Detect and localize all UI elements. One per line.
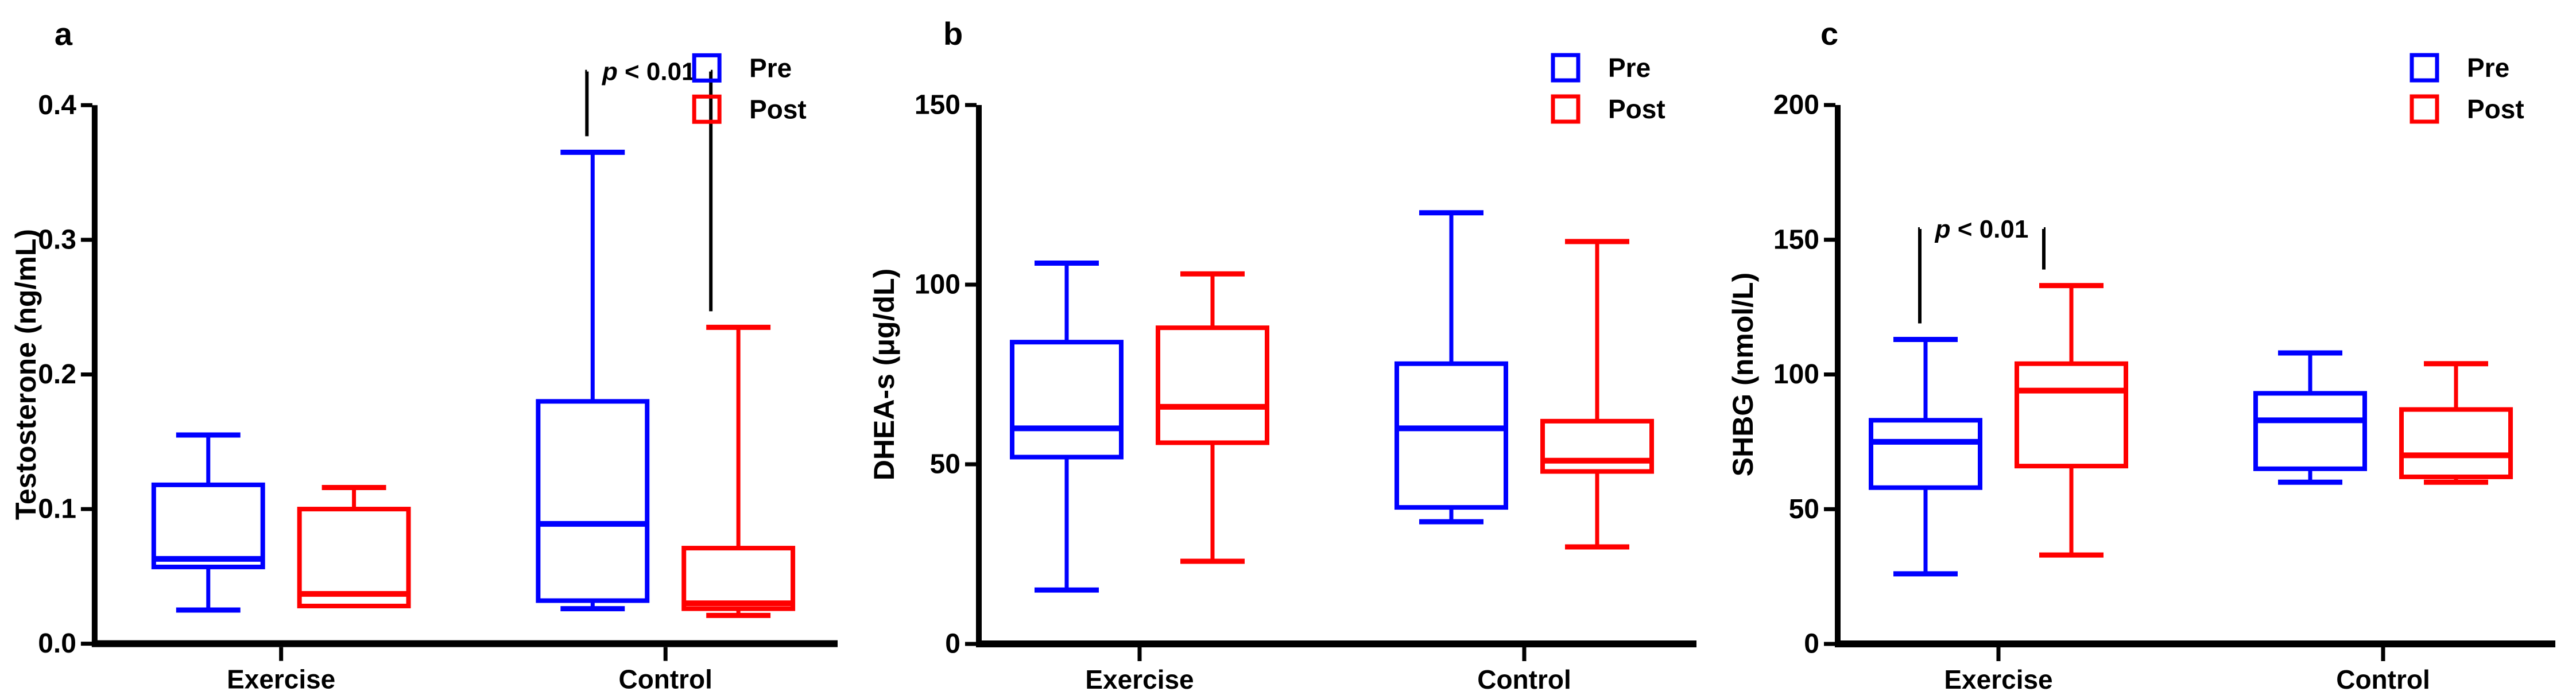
panel-b: 0 50 100 150 DHEA-s (μg/dL) b Exercise Control P… xyxy=(858,0,1717,699)
box-pre-exercise xyxy=(151,432,265,613)
legend-swatch-post xyxy=(1551,94,1581,124)
y-tick-label: 0.1 xyxy=(38,494,76,525)
iqr-box xyxy=(2015,361,2128,469)
category-label-control: Control xyxy=(1477,665,1571,694)
legend-swatch-post xyxy=(692,94,722,124)
category-label-control: Control xyxy=(619,665,712,694)
legend-item-pre: Pre xyxy=(692,53,792,83)
iqr-box xyxy=(681,546,796,611)
legend-label-post: Post xyxy=(2467,94,2524,124)
legend-item-post: Post xyxy=(1551,94,1665,124)
y-tick-label: 50 xyxy=(930,449,960,480)
legend-label-post: Post xyxy=(749,94,807,124)
box-post-control xyxy=(1540,239,1654,550)
box-pre-exercise xyxy=(1010,260,1124,593)
category-label-exercise: Exercise xyxy=(1085,665,1194,694)
legend-swatch-post xyxy=(2410,94,2439,124)
iqr-box xyxy=(1156,325,1269,445)
y-axis-title: DHEA-s (μg/dL) xyxy=(868,269,900,480)
category-label-exercise: Exercise xyxy=(1944,665,2052,694)
box-pre-control xyxy=(1394,210,1508,525)
box-post-exercise xyxy=(1156,271,1269,564)
iqr-box xyxy=(1010,340,1124,460)
y-tick-label: 100 xyxy=(915,270,960,300)
legend-swatch-pre xyxy=(1551,53,1581,83)
legend-label-pre: Pre xyxy=(749,53,792,83)
y-axis-title: SHBG (nmol/L) xyxy=(1727,273,1759,477)
legend-item-post: Post xyxy=(692,94,807,124)
significance-bracket: p < 0.01 xyxy=(1918,215,2046,324)
y-tick-label: 0 xyxy=(1804,629,1819,659)
iqr-box xyxy=(536,399,650,603)
legend-label-pre: Pre xyxy=(1608,53,1651,83)
category-label-exercise: Exercise xyxy=(227,665,335,694)
significance-bracket: p < 0.01 xyxy=(585,57,713,312)
box-post-control xyxy=(681,324,796,618)
y-tick-label: 100 xyxy=(1773,359,1819,390)
y-tick-label: 150 xyxy=(1773,224,1819,255)
y-tick-label: 0.0 xyxy=(38,628,76,659)
panel-letter: c xyxy=(1820,15,1838,52)
box-pre-control xyxy=(536,149,650,612)
legend-item-pre: Pre xyxy=(2410,53,2509,83)
y-tick-label: 0 xyxy=(945,629,960,659)
panel-c-chart: 0 50 100 150 200 SHBG (nmol/L) c Exercise Contro… xyxy=(1727,15,2555,694)
box-post-exercise xyxy=(297,485,411,608)
p-value-label: p < 0.01 xyxy=(1935,215,2029,243)
y-axis-title: Testosterone (ng/mL) xyxy=(10,229,42,520)
y-tick-label: 0.2 xyxy=(38,359,76,390)
box-pre-control xyxy=(2253,350,2367,485)
y-tick-label: 0.3 xyxy=(38,224,76,255)
y-tick-label: 50 xyxy=(1789,494,1819,525)
iqr-box xyxy=(297,507,411,608)
legend-swatch-pre xyxy=(692,53,722,83)
legend-item-post: Post xyxy=(2410,94,2524,124)
legend-swatch-pre xyxy=(2410,53,2439,83)
iqr-box xyxy=(1394,361,1508,510)
y-tick-label: 150 xyxy=(915,90,960,121)
iqr-box xyxy=(151,482,265,569)
iqr-box xyxy=(2253,391,2367,471)
panel-b-chart: 0 50 100 150 DHEA-s (μg/dL) b Exercise Control P… xyxy=(868,15,1696,694)
p-value-label: p < 0.01 xyxy=(602,57,696,86)
iqr-box xyxy=(1540,418,1654,474)
panel-a-chart: 0.0 0.1 0.2 0.3 0.4 Testosterone (ng/mL) a Exer… xyxy=(10,15,838,694)
category-label-control: Control xyxy=(2336,665,2430,694)
box-post-control xyxy=(2399,361,2513,485)
panel-letter: a xyxy=(55,15,73,52)
iqr-box xyxy=(1869,418,1982,490)
box-pre-exercise xyxy=(1869,336,1982,577)
panel-a: 0.0 0.1 0.2 0.3 0.4 Testosterone (ng/mL) a Exer… xyxy=(0,0,858,699)
y-tick-label: 200 xyxy=(1773,90,1819,121)
iqr-box xyxy=(2399,407,2513,479)
legend-label-pre: Pre xyxy=(2467,53,2509,83)
y-tick-label: 0.4 xyxy=(38,90,76,121)
box-post-exercise xyxy=(2015,283,2128,558)
panel-c: 0 50 100 150 200 SHBG (nmol/L) c Exercise Contro… xyxy=(1717,0,2576,699)
panel-letter: b xyxy=(943,15,963,52)
legend-item-pre: Pre xyxy=(1551,53,1651,83)
legend-label-post: Post xyxy=(1608,94,1665,124)
